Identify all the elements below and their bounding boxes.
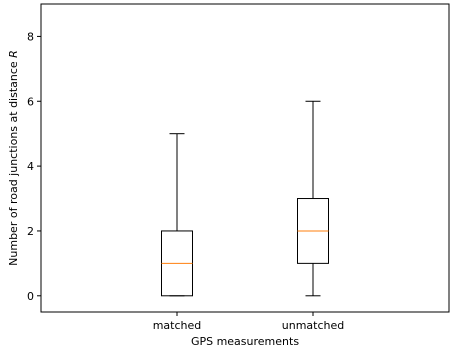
axis-ticks: 0 2 4 6 8 matched unmatched [27,30,344,332]
x-tick-label: unmatched [282,319,344,332]
x-axis-label: GPS measurements [191,335,299,348]
y-tick-label: 0 [27,290,34,303]
y-tick-label: 2 [27,225,34,238]
plot-marks [161,100,329,297]
y-axis-label-variable: R [7,50,20,58]
y-axis-label-text: Number of road junctions at distance [7,58,20,266]
y-tick-label: 4 [27,160,34,173]
box-unmatched [297,100,329,297]
plot-frame [40,3,450,313]
y-tick-label: 8 [27,30,34,43]
y-tick-label: 6 [27,95,34,108]
box-matched [161,133,193,297]
y-axis-label: Number of road junctions at distance R [7,50,20,266]
x-tick-label: matched [153,319,202,332]
